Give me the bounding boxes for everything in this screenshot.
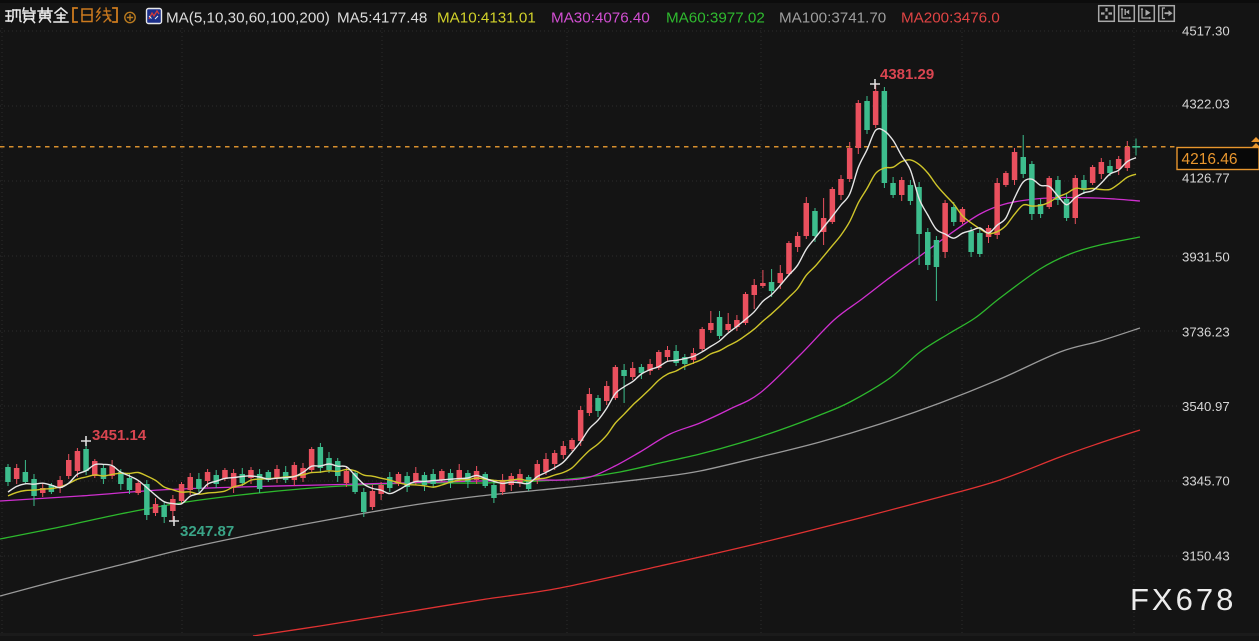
svg-text:3540.97: 3540.97 — [1182, 399, 1230, 414]
svg-text:4517.30: 4517.30 — [1182, 24, 1230, 39]
svg-text:MA60:3977.02: MA60:3977.02 — [666, 10, 765, 27]
svg-text:MA30:4076.40: MA30:4076.40 — [551, 10, 650, 27]
svg-text:MA100:3741.70: MA100:3741.70 — [779, 10, 886, 27]
svg-text:3931.50: 3931.50 — [1182, 250, 1230, 265]
svg-text:4322.03: 4322.03 — [1182, 96, 1230, 111]
svg-text:3451.14: 3451.14 — [92, 427, 147, 444]
svg-text:MA10:4131.01: MA10:4131.01 — [437, 10, 536, 27]
svg-text:FX678: FX678 — [1130, 582, 1236, 617]
svg-text:4216.46: 4216.46 — [1182, 151, 1238, 168]
svg-text:MA5:4177.48: MA5:4177.48 — [337, 10, 427, 27]
svg-text:3247.87: 3247.87 — [180, 523, 234, 540]
svg-text:3150.43: 3150.43 — [1182, 549, 1230, 564]
svg-text:3736.23: 3736.23 — [1182, 324, 1230, 339]
svg-text:3345.70: 3345.70 — [1182, 474, 1230, 489]
svg-text:4381.29: 4381.29 — [880, 66, 934, 83]
svg-text:MA(5,10,30,60,100,200): MA(5,10,30,60,100,200) — [166, 10, 330, 27]
svg-text:MA200:3476.0: MA200:3476.0 — [901, 10, 1000, 27]
svg-text:4126.77: 4126.77 — [1182, 171, 1230, 186]
